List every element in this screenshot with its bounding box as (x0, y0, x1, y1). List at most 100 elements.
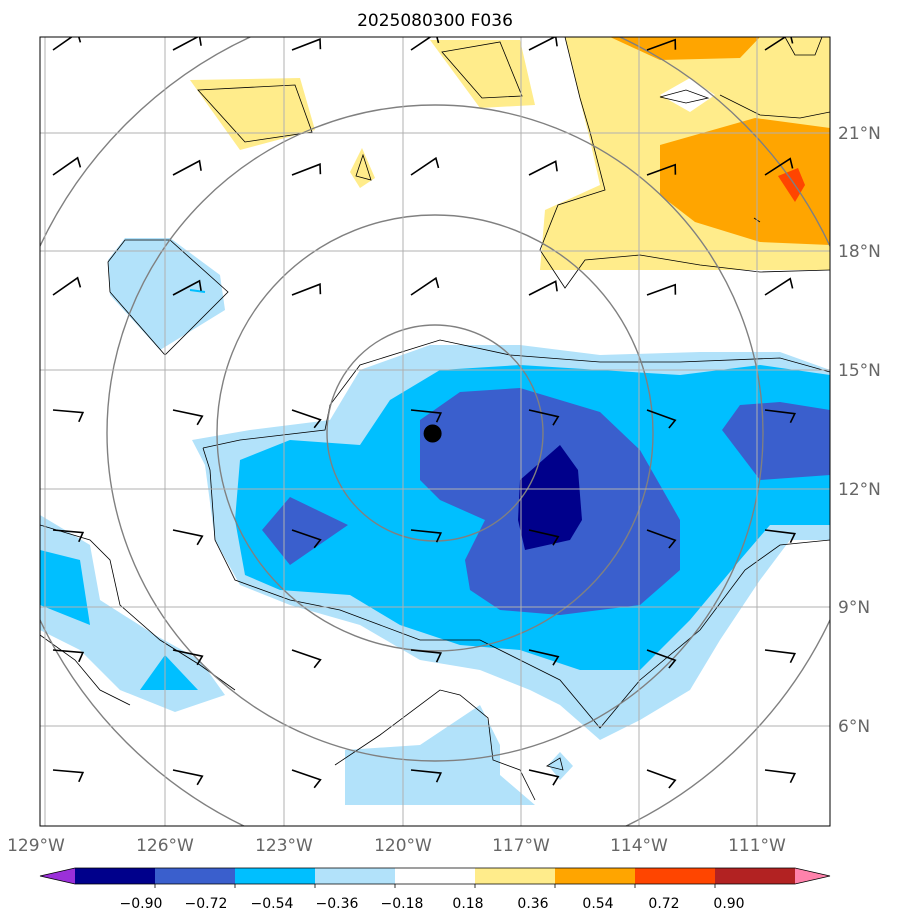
wind-barb (52, 409, 85, 423)
lon-label: 129°W (7, 836, 65, 856)
colorbar-tick-label: −0.54 (251, 896, 294, 912)
colorbar-tick-label: 0.72 (648, 896, 679, 912)
wind-barb (528, 280, 558, 296)
colorbar-segment (395, 868, 476, 884)
wind-barb (291, 769, 322, 789)
wind-barb (528, 529, 560, 546)
wind-barb (291, 38, 322, 51)
storm-center-marker (423, 424, 442, 443)
wind-barb (291, 409, 322, 429)
wind-barb (410, 156, 440, 176)
lon-label: 120°W (374, 836, 432, 856)
wind-barb (410, 529, 442, 543)
wind-barb (764, 157, 794, 176)
colorbar-tick-label: −0.72 (185, 896, 228, 912)
wind-barb (172, 769, 204, 786)
wind-barb (646, 283, 677, 296)
colorbar-segment (555, 868, 636, 884)
lat-label: 21°N (838, 124, 881, 144)
colorbar-segment (475, 868, 556, 884)
colorbar-segment (235, 868, 316, 884)
wind-barb (528, 649, 560, 666)
colorbar-tick-label: 0.18 (452, 896, 483, 912)
colorbar-tick-labels: −0.90 −0.72 −0.54 −0.36 −0.18 0.18 0.36 … (120, 896, 745, 912)
longitude-labels: 129°W 126°W 123°W 120°W 117°W 114°W 111°… (7, 836, 786, 856)
wind-barb (528, 37, 558, 51)
colorbar-extend-low (40, 868, 75, 884)
wind-barb (646, 163, 677, 176)
wind-barb (291, 529, 322, 549)
wind-barb (764, 37, 794, 51)
map-frame (39, 36, 831, 827)
wind-barb (52, 529, 85, 543)
lat-label: 9°N (838, 598, 870, 618)
colorbar-segment (155, 868, 236, 884)
colorbar-tick-label: 0.90 (713, 896, 744, 912)
wind-barb (172, 37, 202, 51)
colorbar-tick-label: 0.54 (582, 896, 613, 912)
wind-barb (410, 769, 442, 783)
negative-0.36-sliver (189, 289, 206, 293)
lon-label: 117°W (492, 836, 550, 856)
wind-barb (172, 279, 202, 296)
lon-label: 126°W (136, 836, 194, 856)
wind-barb (764, 769, 797, 784)
wind-barb (764, 277, 794, 296)
wind-barb (764, 529, 797, 544)
wind-barb (646, 769, 677, 789)
wind-barb (410, 276, 440, 296)
wind-barb (764, 649, 797, 664)
wind-barb (291, 649, 322, 669)
positive-0.54-region (778, 168, 805, 202)
wind-barb (646, 529, 677, 549)
colorbar (39, 867, 831, 888)
wind-barb (52, 156, 82, 176)
wind-barb (764, 409, 797, 424)
lon-label: 111°W (728, 836, 786, 856)
wind-barb (52, 769, 85, 783)
lat-label: 6°N (838, 717, 870, 737)
wind-barb (410, 409, 442, 423)
map-area (40, 37, 830, 826)
contour-lines (40, 37, 830, 801)
colorbar-extend-high (795, 868, 830, 884)
wind-barb (291, 283, 322, 296)
wind-barb (528, 160, 558, 176)
range-rings (40, 37, 830, 826)
graticule (40, 37, 830, 826)
wind-barb (52, 276, 82, 296)
colorbar-segment (75, 868, 156, 884)
lat-label: 15°N (838, 361, 881, 381)
colorbar-tick-label: −0.36 (316, 896, 359, 912)
wind-barb (646, 38, 677, 51)
latitude-labels: 21°N 18°N 15°N 12°N 9°N 6°N (838, 124, 881, 737)
wind-barb (172, 649, 204, 666)
colorbar-tick-label: 0.36 (517, 896, 548, 912)
colorbar-outline (39, 867, 831, 885)
colorbar-segment (635, 868, 716, 884)
map-title: 2025080300 F036 (357, 11, 513, 31)
wind-barb (646, 409, 677, 429)
wind-barb (646, 649, 677, 669)
wind-barb (52, 649, 85, 663)
wind-barb (291, 163, 322, 176)
wind-barb (528, 409, 560, 426)
negative-0.72-region (518, 445, 582, 550)
wind-barb (172, 159, 202, 176)
colorbar-segment (715, 868, 796, 884)
wind-barb (172, 409, 204, 426)
wind-barb (410, 37, 440, 51)
wind-barbs (52, 37, 797, 789)
positive-0.36-region (610, 37, 830, 245)
lon-label: 123°W (255, 836, 313, 856)
wind-barb (528, 769, 560, 786)
wind-barb (410, 649, 442, 663)
colorbar-tick-label: −0.90 (120, 896, 163, 912)
colorbar-segment (315, 868, 396, 884)
wind-barb (172, 529, 204, 546)
lat-label: 18°N (838, 242, 881, 262)
lat-label: 12°N (838, 480, 881, 500)
colorbar-tick-label: −0.18 (381, 896, 424, 912)
lon-label: 114°W (610, 836, 668, 856)
